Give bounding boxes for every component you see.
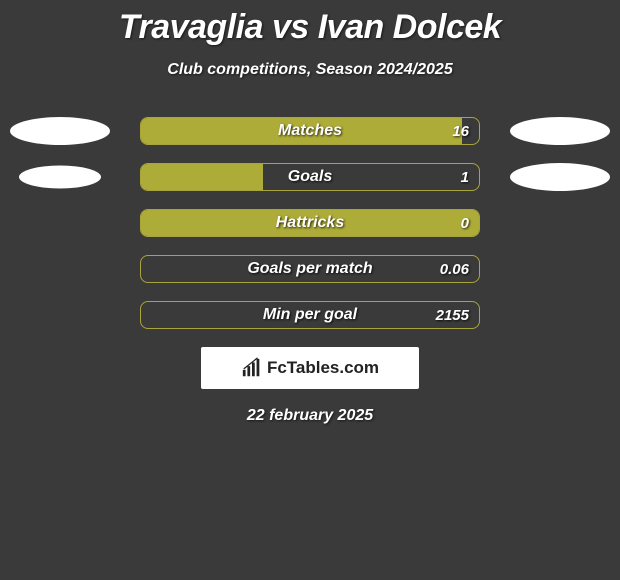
- stat-row: Goals per match0.06: [0, 255, 620, 283]
- stat-value: 16: [452, 118, 469, 144]
- branding-text: FcTables.com: [267, 358, 379, 378]
- right-spacer: [510, 301, 610, 329]
- left-ellipse: [19, 166, 101, 189]
- stat-label: Matches: [141, 118, 479, 144]
- stats-container: Matches16 Goals1 Hattricks0 Goals per match…: [0, 117, 620, 329]
- right-spacer: [510, 255, 610, 283]
- left-ellipse: [10, 117, 110, 145]
- stat-bar: Hattricks0: [140, 209, 480, 237]
- stat-label: Min per goal: [141, 302, 479, 328]
- stat-bar: Goals per match0.06: [140, 255, 480, 283]
- stat-value: 2155: [436, 302, 469, 328]
- stat-label: Goals: [141, 164, 479, 190]
- date-text: 22 february 2025: [0, 407, 620, 425]
- left-spacer: [10, 255, 110, 283]
- right-ellipse: [510, 117, 610, 145]
- left-spacer: [10, 209, 110, 237]
- right-spacer: [510, 209, 610, 237]
- stat-row: Hattricks0: [0, 209, 620, 237]
- page-title: Travaglia vs Ivan Dolcek: [0, 0, 620, 47]
- stat-row: Matches16: [0, 117, 620, 145]
- stat-row: Min per goal2155: [0, 301, 620, 329]
- stat-label: Goals per match: [141, 256, 479, 282]
- stat-row: Goals1: [0, 163, 620, 191]
- stat-value: 0.06: [440, 256, 469, 282]
- chart-icon: [241, 357, 263, 379]
- branding-badge: FcTables.com: [201, 347, 419, 389]
- stat-bar: Min per goal2155: [140, 301, 480, 329]
- stat-label: Hattricks: [141, 210, 479, 236]
- stat-bar: Matches16: [140, 117, 480, 145]
- page-subtitle: Club competitions, Season 2024/2025: [0, 61, 620, 79]
- stat-value: 1: [461, 164, 469, 190]
- stat-bar: Goals1: [140, 163, 480, 191]
- right-ellipse: [510, 163, 610, 191]
- stat-value: 0: [461, 210, 469, 236]
- left-spacer: [10, 301, 110, 329]
